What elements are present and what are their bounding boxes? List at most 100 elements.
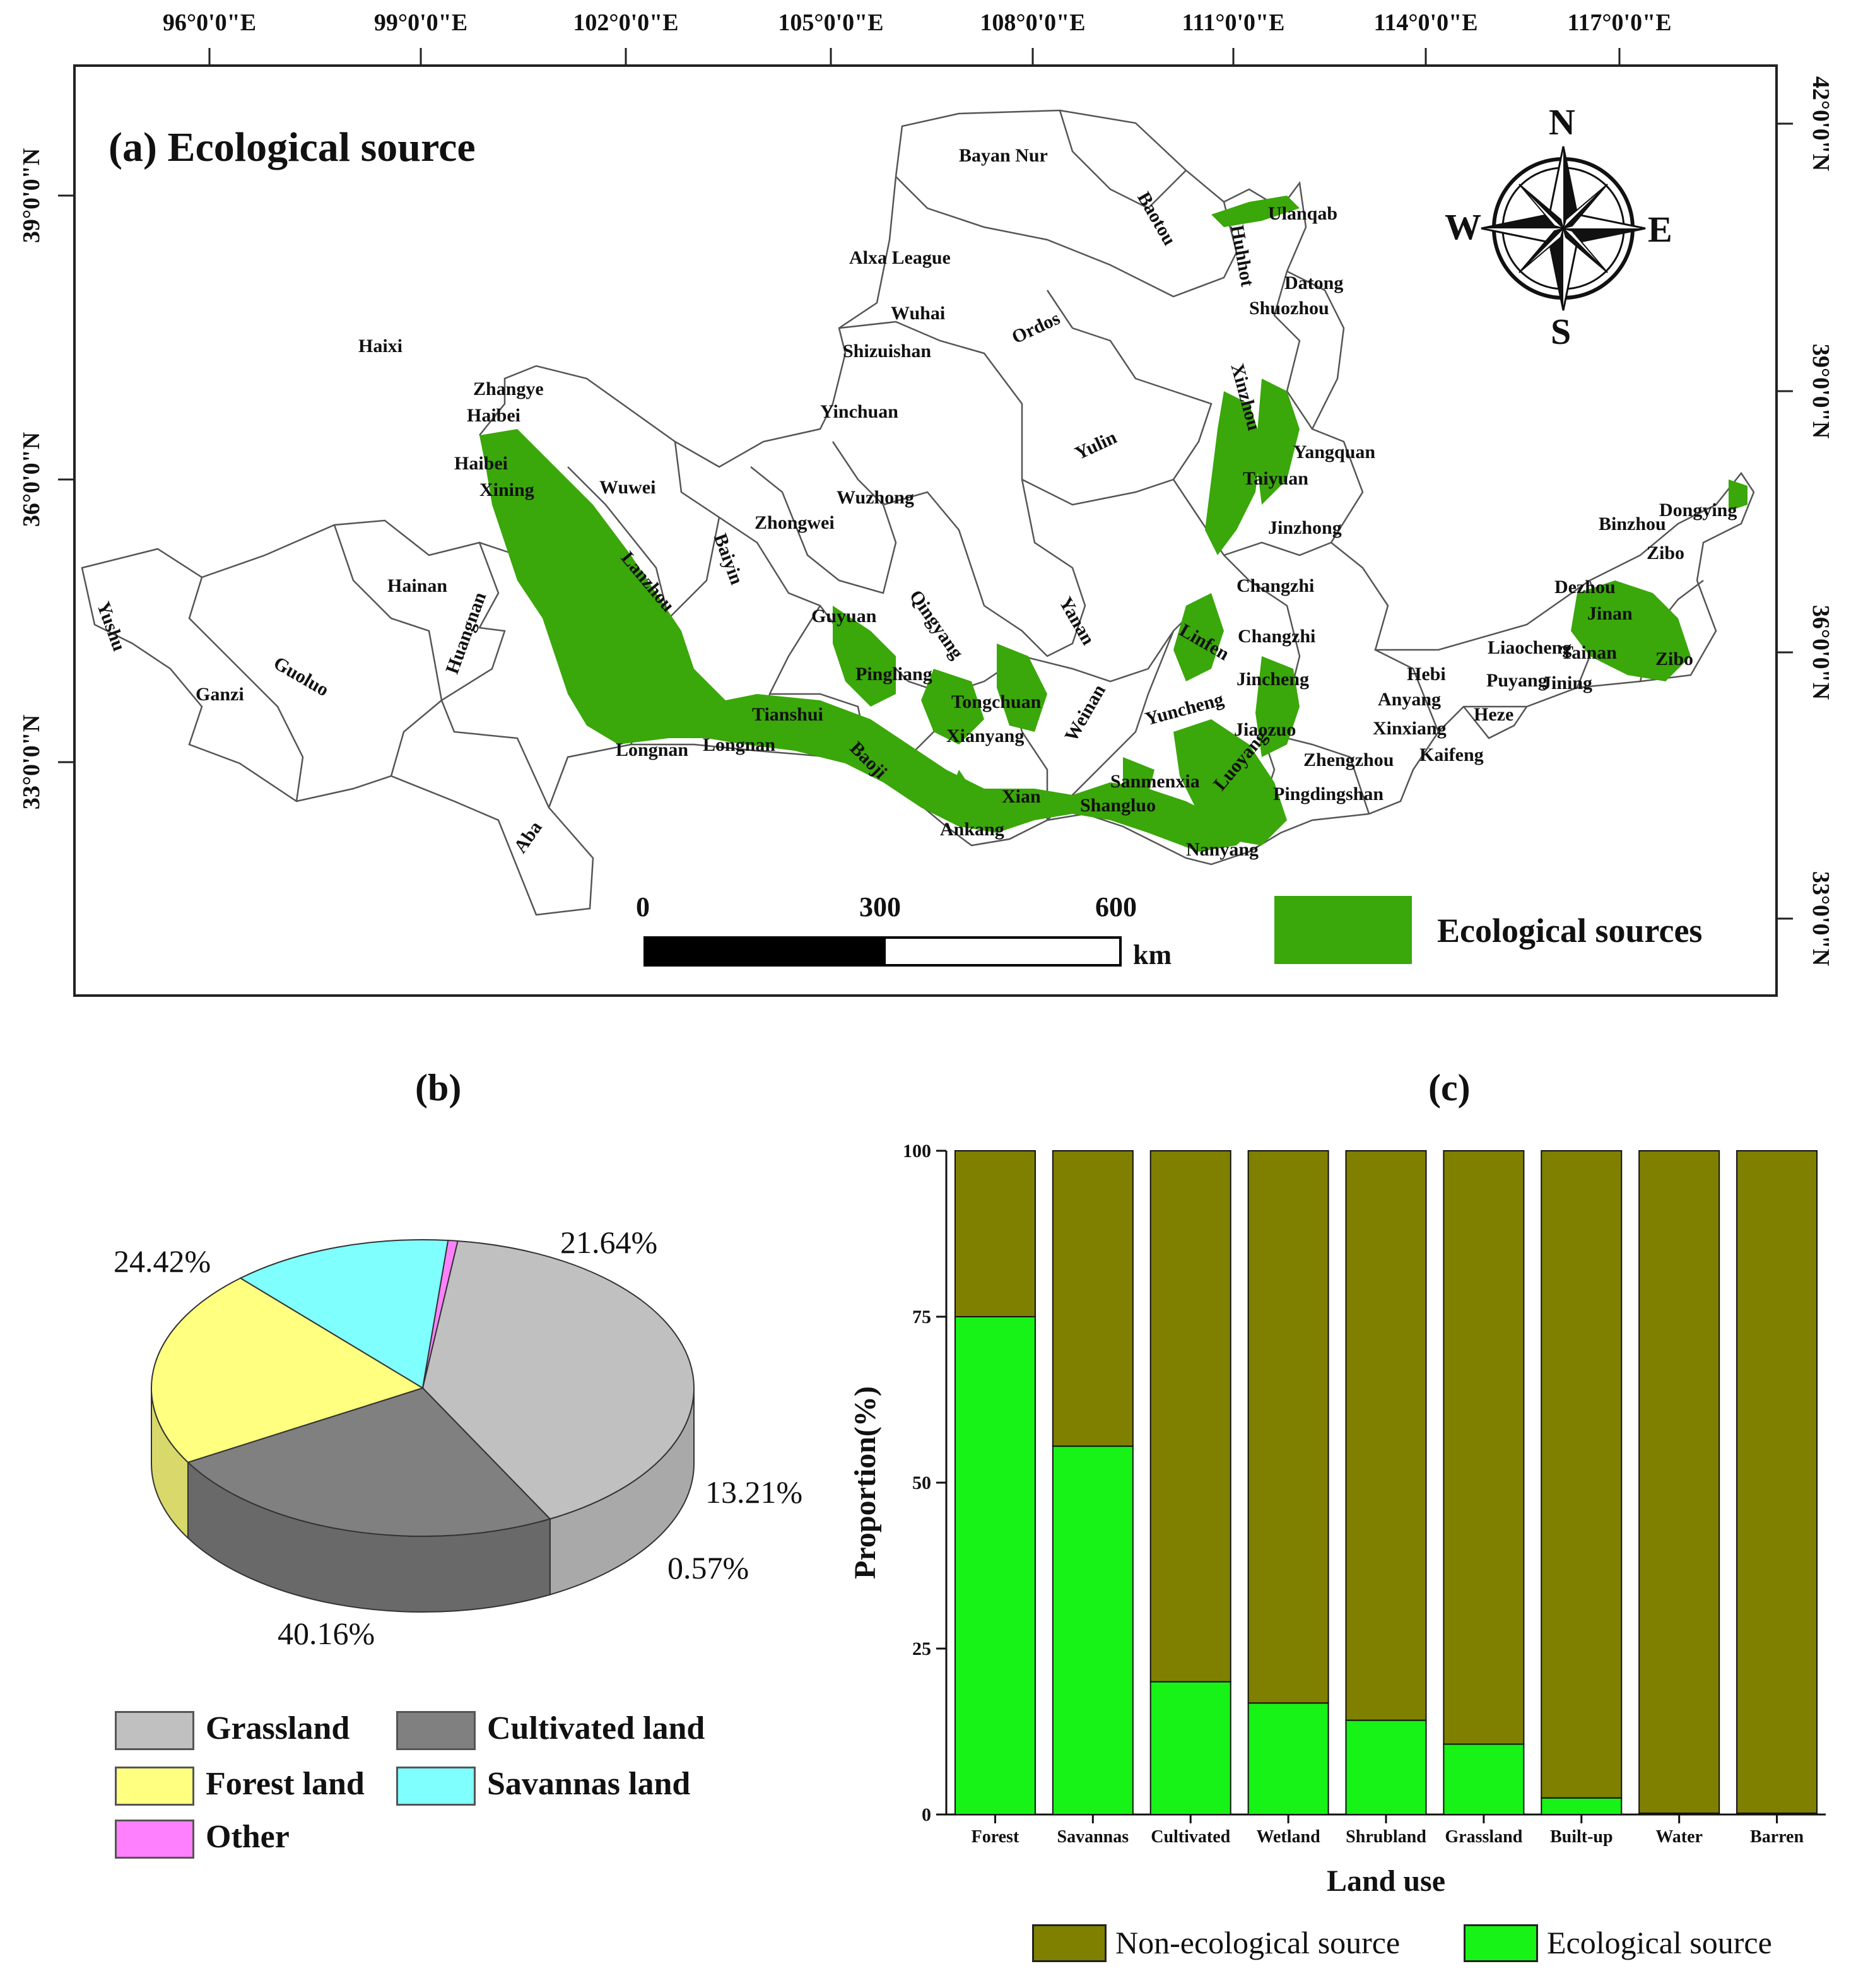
inner-boundary-25 [1223, 541, 1332, 556]
map-place-label: Wuzhong [837, 487, 914, 508]
compass-w-label: W [1445, 206, 1481, 247]
scale-label-300: 300 [859, 891, 901, 922]
map-place-label: Yinchuan [820, 401, 898, 422]
scale-bar [643, 936, 1122, 967]
x-tick-label: Shrubland [1346, 1827, 1426, 1847]
pie-title: (b) [415, 1067, 462, 1109]
pie-value-label: 40.16% [278, 1616, 375, 1651]
x-tick-label: Savannas [1057, 1827, 1129, 1847]
pie-value-label: 0.57% [667, 1550, 749, 1585]
pie-value-label: 24.42% [114, 1244, 211, 1279]
map-place-label: Xinxiang [1373, 718, 1447, 739]
pie-legend-label: Other [206, 1819, 290, 1855]
map-place-label: Wuwei [599, 477, 656, 498]
map-place-label: Haixi [358, 336, 403, 356]
y-tick-label: 50 [912, 1473, 931, 1493]
map-place-label: Ganzi [196, 684, 244, 705]
map-place-label: Xianyang [946, 726, 1025, 746]
pie-value-label: 13.21% [705, 1474, 803, 1510]
pie-slice-grassland [421, 1240, 695, 1520]
bar-ecological-source-savannas [1052, 1445, 1134, 1815]
map-place-label: Wuhai [891, 303, 946, 324]
compass-s-label: S [1551, 311, 1571, 352]
pie-legend-label: Grassland [206, 1710, 350, 1746]
bar-non-ecological-source-wetland [1247, 1150, 1329, 1704]
map-place-label: Longnan [616, 739, 689, 760]
map-place-label: Taiyuan [1243, 468, 1308, 489]
bar-ecological-source-shrubland [1345, 1719, 1427, 1815]
map-place-label: Jinzhong [1268, 517, 1342, 538]
bar-non-ecological-source-forest [954, 1150, 1036, 1317]
map-place-label: Xian [1002, 786, 1041, 807]
bar-legend-label: Non-ecological source [1115, 1925, 1401, 1960]
inner-boundary-18 [1059, 110, 1187, 209]
map-frame [73, 64, 1778, 997]
compass-e-label: E [1648, 209, 1672, 250]
map-place-label: Hebi [1407, 664, 1446, 685]
longitude-tick-label: 117°0'0"E [1567, 9, 1672, 36]
map-place-label: Dongying [1659, 500, 1737, 521]
bar-legend-swatch [1032, 1924, 1107, 1962]
map-place-label: Xining [479, 479, 534, 500]
map-place-label: Tianshui [752, 704, 823, 725]
map-place-label: Pingliang [855, 664, 932, 685]
ecological-source-patches [479, 196, 1748, 852]
pie-legend-label: Cultivated land [487, 1710, 705, 1746]
map-place-label: Guyuan [811, 606, 877, 626]
map-place-label: Zibo [1647, 543, 1685, 563]
inner-boundary-1 [895, 176, 1238, 298]
compass-n-label: N [1549, 102, 1575, 143]
pie-legend-swatch [115, 1711, 194, 1750]
bar-non-ecological-source-shrubland [1345, 1150, 1427, 1721]
x-tick-label: Wetland [1256, 1827, 1320, 1847]
longitude-tick-label: 105°0'0"E [778, 9, 884, 36]
compass-rose-icon [1481, 146, 1646, 311]
pie-slice-forest-land [151, 1277, 425, 1463]
map-place-label: Ulanqab [1268, 203, 1338, 224]
map-place-label: Longnan [703, 734, 776, 755]
map-place-label: Shangluo [1080, 795, 1156, 816]
longitude-tick-label: 111°0'0"E [1182, 9, 1285, 36]
pie-slice-savannas-land [239, 1239, 449, 1389]
map-place-label: Ankang [940, 819, 1004, 840]
x-tick-label: Barren [1750, 1827, 1804, 1847]
inner-boundary-15 [1463, 706, 1528, 739]
bar-ecological-source-forest [954, 1316, 1036, 1815]
map-place-label: Shuozhou [1249, 298, 1329, 319]
map-place-label: Zhongwei [755, 512, 835, 533]
inner-boundary-4 [750, 441, 897, 594]
longitude-tick-label: 96°0'0"E [162, 9, 257, 36]
x-tick-label: Built-up [1549, 1827, 1613, 1847]
x-tick-label: Cultivated [1151, 1827, 1231, 1847]
bar-ecological-source-built-up [1541, 1797, 1623, 1815]
bar-non-ecological-source-savannas [1052, 1150, 1134, 1447]
y-tick-label: 0 [922, 1804, 931, 1825]
map-place-label: Zhangye [473, 379, 544, 399]
pie-legend-swatch [396, 1711, 476, 1750]
map-ticks [58, 48, 1793, 920]
map-place-label: Jining [1542, 673, 1593, 693]
bar-non-ecological-source-water [1638, 1150, 1720, 1814]
inner-boundary-2 [838, 290, 1213, 506]
longitude-tick-label: 108°0'0"E [980, 9, 1086, 36]
inner-boundary-22 [390, 700, 442, 777]
map-place-label: Alxa League [849, 247, 951, 268]
map-place-label: Anyang [1378, 689, 1442, 710]
map-place-label: Zibo [1655, 649, 1694, 669]
inner-boundary-13 [1286, 270, 1345, 430]
map-place-label: Binzhou [1599, 514, 1666, 534]
map-place-label: Jinan [1587, 603, 1633, 624]
inner-boundary-5 [883, 479, 1086, 657]
map-place-label: Liaocheng [1488, 637, 1572, 658]
map-place-label: Nanyang [1186, 839, 1259, 860]
inner-boundary-14 [1375, 649, 1440, 732]
pie-legend-label: Savannas land [487, 1766, 691, 1802]
y-axis-label: Proportion(%) [849, 1386, 882, 1579]
map-place-label: Sanmenxia [1110, 771, 1200, 792]
inner-boundary-20 [333, 524, 443, 701]
scale-label-0: 0 [636, 891, 650, 922]
scale-unit: km [1133, 939, 1172, 970]
